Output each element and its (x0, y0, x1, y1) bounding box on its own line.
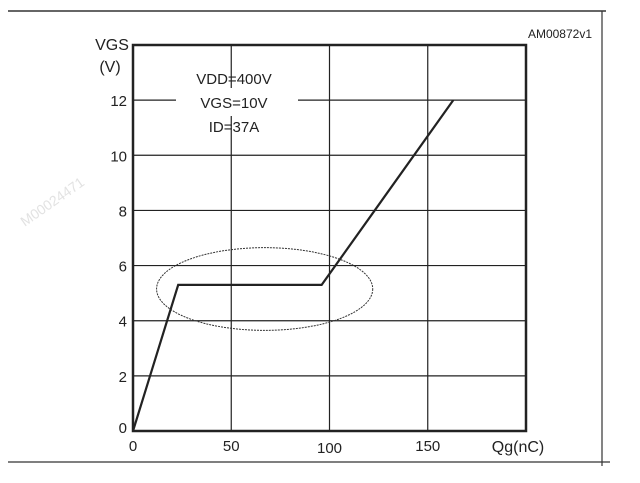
y-tick-label: 12 (110, 93, 127, 110)
x-tick-label: 100 (317, 440, 342, 457)
figure-id: AM00872v1 (528, 27, 592, 41)
y-tick-label: 8 (119, 203, 127, 220)
x-tick-label: 0 (129, 438, 137, 455)
plot-border (131, 43, 528, 433)
y-tick-label: 10 (110, 148, 127, 165)
condition-label: VDD=400V (196, 71, 271, 88)
series (131, 99, 455, 432)
x-axis-label: Qg(nC) (492, 439, 544, 456)
y-tick-label: 0 (119, 420, 127, 437)
y-tick-label: 4 (119, 314, 127, 331)
y-axis-unit: (V) (99, 59, 120, 76)
y-axis-label: VGS (95, 37, 129, 54)
test-conditions: VDD=400V VGS=10V ID=37A (196, 71, 271, 136)
y-tick-label: 2 (119, 369, 127, 386)
y-tick-label: 6 (119, 259, 127, 276)
condition-label: ID=37A (209, 119, 259, 136)
x-tick-label: 50 (223, 438, 240, 455)
tick-labels: 0 50 100 150 0 2 4 6 8 10 12 (110, 93, 440, 457)
outer-frame (8, 10, 610, 466)
plateau-highlight-ellipse (156, 247, 374, 331)
x-tick-label: 150 (415, 438, 440, 455)
watermark: M00024471 (17, 174, 87, 230)
gate-charge-curve (131, 99, 455, 432)
condition-label: VGS=10V (200, 95, 267, 112)
